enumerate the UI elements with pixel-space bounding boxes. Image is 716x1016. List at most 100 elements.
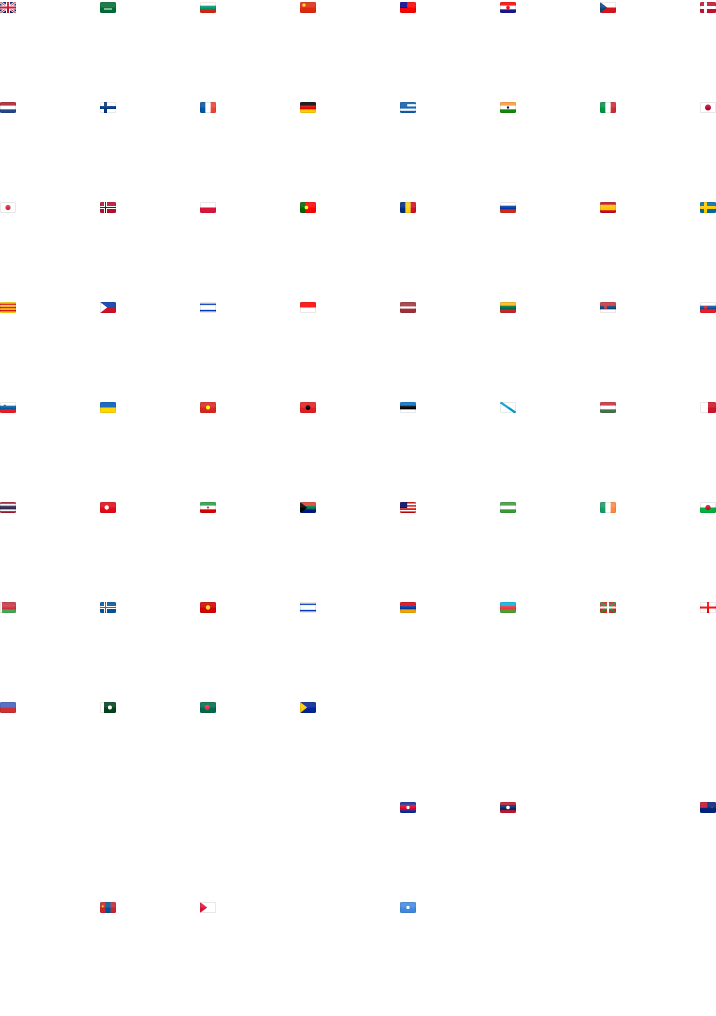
flag-icon [300, 402, 316, 413]
flag-stripe [400, 308, 416, 311]
flag-icon [500, 802, 516, 813]
flag-field [400, 2, 416, 13]
flag-border [0, 502, 16, 513]
flag-body [500, 302, 516, 313]
flag-border [400, 402, 416, 413]
flag-body [600, 502, 616, 513]
flag-icon [700, 402, 716, 413]
flag-stripe [300, 502, 316, 506]
flag-border [0, 102, 16, 113]
flag-stripe [0, 303, 16, 306]
flag-stripe [500, 602, 516, 606]
flag-icon [600, 502, 616, 513]
flag-body [400, 602, 416, 613]
flag-icon [300, 602, 316, 613]
flag-stripe [700, 302, 716, 306]
flag-gloss [400, 502, 416, 508]
flag-icon [700, 202, 716, 213]
flag-body [700, 502, 716, 513]
flag-body [200, 402, 216, 413]
flag-gloss [0, 502, 16, 508]
flag-stripe [100, 302, 116, 308]
flag-body [400, 2, 416, 13]
flag-stripe [300, 505, 316, 510]
flag-emblem [704, 305, 708, 310]
flag-gloss [200, 102, 216, 108]
flag-body [200, 102, 216, 113]
flag-body [0, 102, 16, 113]
flag-icon [0, 302, 16, 313]
flag-body [400, 902, 416, 913]
flag-stripe [600, 302, 616, 306]
flag-icon [500, 2, 516, 13]
flag-emblem [406, 805, 410, 810]
flag-border [600, 202, 616, 213]
flag-icon [500, 502, 516, 513]
flag-stripe [500, 509, 516, 513]
flag-gloss [500, 202, 516, 208]
flag-body [600, 602, 616, 613]
flag-body [100, 702, 116, 713]
flag-icon [100, 702, 116, 713]
flag-body [100, 2, 116, 13]
flag-body [200, 902, 216, 913]
flag-gloss [400, 302, 416, 308]
flag-stripe [600, 402, 616, 406]
flag-stripe [300, 302, 316, 308]
flag-icon [300, 202, 316, 213]
flag-stripe [200, 202, 216, 208]
flag-body [0, 2, 16, 13]
flag-stripe [205, 102, 211, 113]
flag-icon [0, 602, 16, 613]
flag-body [700, 2, 716, 13]
flag-border [0, 302, 16, 313]
flag-stripe [200, 502, 216, 506]
flag-stripe [200, 509, 216, 513]
flag-icon [200, 602, 216, 613]
flag-gloss [500, 502, 516, 508]
flag-stripe [400, 104, 416, 107]
flag-stripe [300, 105, 316, 110]
flag-stripe [605, 502, 611, 513]
flag-canton [400, 502, 408, 509]
flag-cross [600, 606, 616, 609]
flag-stripe [100, 407, 116, 413]
flag-stripe [600, 7, 616, 13]
flag-stripe [100, 902, 106, 913]
flag-gloss [300, 602, 316, 608]
flag-stripe [400, 508, 416, 511]
flag-emblem [207, 506, 209, 509]
flag-stripe [0, 308, 16, 311]
flag-stripe [400, 106, 416, 109]
flag-border [400, 302, 416, 313]
flag-stripe [0, 311, 16, 313]
flag-gloss [500, 602, 516, 608]
flag-border [200, 702, 216, 713]
flag-gloss [100, 2, 116, 8]
flag-icon [400, 202, 416, 213]
flag-icon [700, 2, 716, 13]
flag-gloss [200, 302, 216, 308]
flag-gloss [100, 302, 116, 308]
flag-gloss [300, 202, 316, 208]
flag-stripe [0, 109, 16, 113]
flag-stripe [310, 202, 316, 213]
flag-icon [300, 2, 316, 13]
flag-icon [500, 102, 516, 113]
flag-stripe [200, 311, 216, 313]
flag-stripe [200, 5, 216, 10]
flag-gloss [200, 602, 216, 608]
flag-stripe [100, 307, 116, 313]
flag-gloss [300, 702, 316, 708]
flag-emblem [204, 704, 210, 711]
flag-stripe [610, 102, 616, 113]
flag-diagonal [500, 402, 516, 413]
flag-hoist [0, 602, 2, 613]
flag-border [100, 502, 116, 513]
flag-stripe [400, 605, 416, 610]
flag-emblem [304, 205, 309, 210]
flag-stripe [400, 306, 416, 309]
flag-icon [100, 102, 116, 113]
flag-border [300, 302, 316, 313]
flag-body [600, 2, 616, 13]
